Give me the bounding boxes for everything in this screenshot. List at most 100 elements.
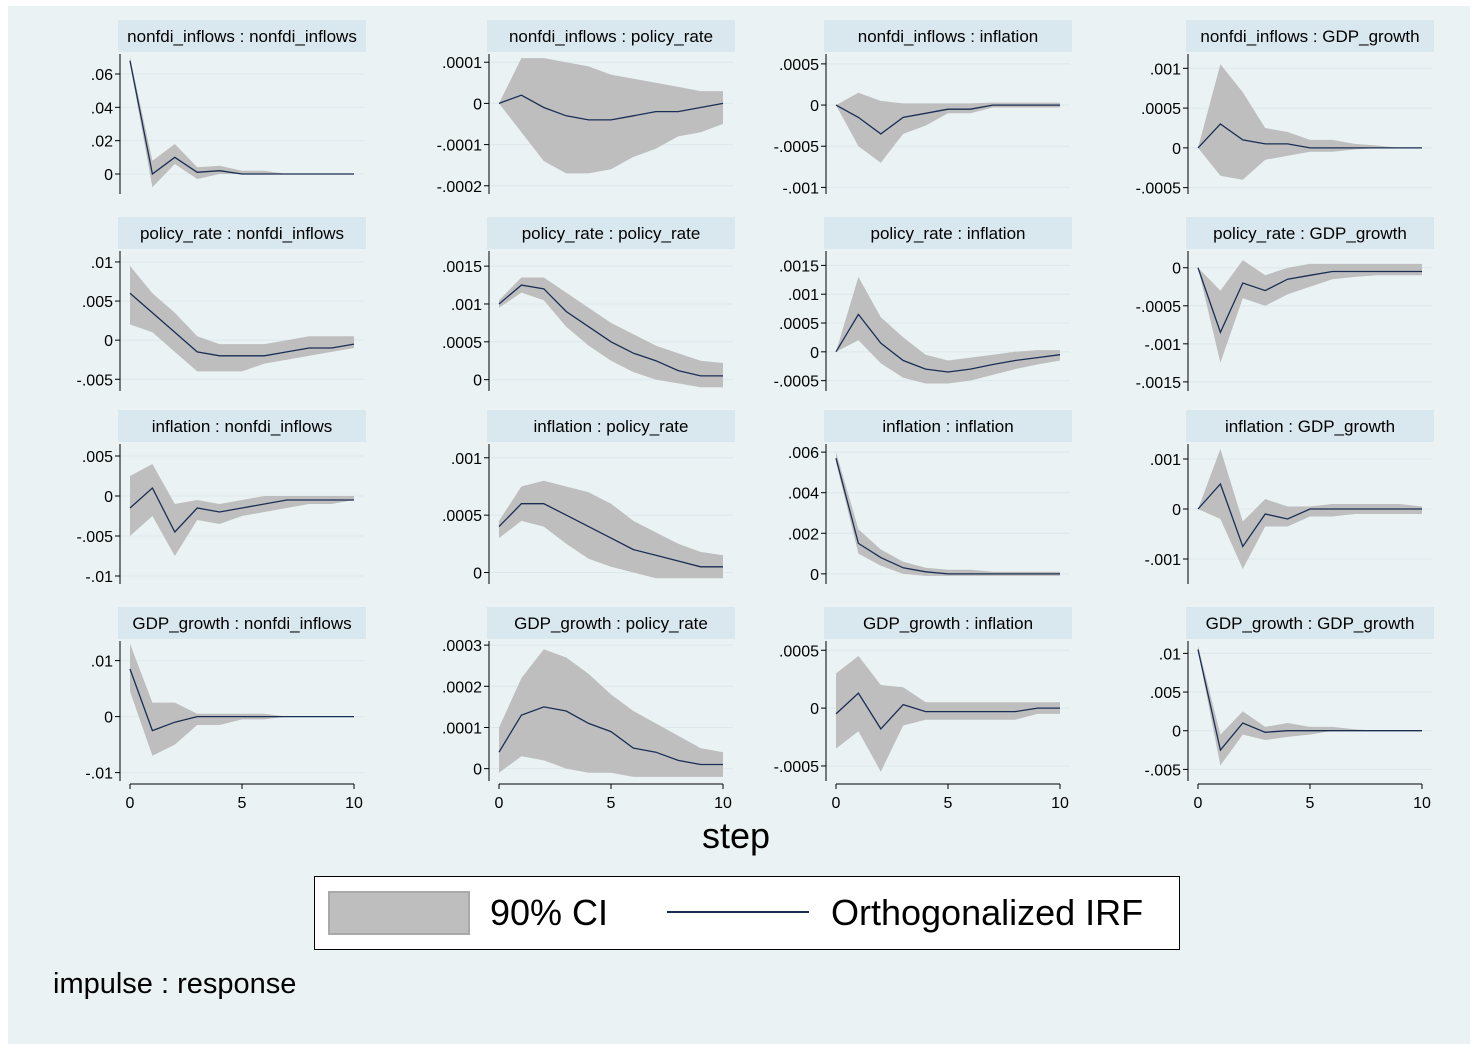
irf-panel: policy_rate : nonfdi_inflows .01 .005 0 -.00… xyxy=(77,217,366,391)
ci-band xyxy=(499,58,723,174)
ci-band xyxy=(1198,645,1422,766)
y-tick-label: -.0005 xyxy=(774,139,819,156)
irf-panel: policy_rate : GDP_growth 0 -.0005 -.001 -.00… xyxy=(1136,217,1434,392)
panel-title-strip xyxy=(118,20,366,52)
ci-band xyxy=(499,480,723,579)
irf-line xyxy=(1197,482,1422,548)
panel-title-strip xyxy=(824,607,1072,639)
y-tick-label: .06 xyxy=(91,67,113,84)
y-tick-label: -.01 xyxy=(85,766,113,783)
y-tick-label: .0002 xyxy=(442,679,482,696)
irf-line xyxy=(1197,649,1422,752)
y-tick-label: 0 xyxy=(473,566,482,583)
irf-line xyxy=(498,706,723,766)
irf-line xyxy=(129,292,355,357)
y-tick-label: -.0005 xyxy=(1136,299,1181,316)
y-tick-label: .0001 xyxy=(442,55,482,72)
y-tick-label: .04 xyxy=(91,100,113,117)
y-tick-label: .0005 xyxy=(779,316,819,333)
panel-title: policy_rate : inflation xyxy=(871,224,1026,243)
irf-panel: nonfdi_inflows : inflation .0005 0 -.0005 -.… xyxy=(774,20,1072,197)
panel-title-strip xyxy=(1186,410,1434,442)
y-tick-label: .001 xyxy=(1150,61,1181,78)
y-tick-label: .01 xyxy=(91,255,113,272)
y-tick-label: -.001 xyxy=(1145,337,1182,354)
y-tick-label: -.0005 xyxy=(774,374,819,391)
panel-title: inflation : GDP_growth xyxy=(1225,417,1395,436)
y-tick-label: 0 xyxy=(1172,724,1181,741)
y-tick-label: -.001 xyxy=(1145,552,1182,569)
y-tick-label: .005 xyxy=(1150,685,1181,702)
legend-ci-label: 90% CI xyxy=(490,892,609,933)
irf-line xyxy=(835,692,1060,730)
y-tick-label: -.0002 xyxy=(437,179,482,196)
irf-panel: GDP_growth : GDP_growth .01 .005 0 -.005 0 5 10 xyxy=(1145,607,1434,812)
irf-panel: GDP_growth : inflation .0005 0 -.0005 0 5 10 xyxy=(774,607,1072,812)
y-tick-label: .02 xyxy=(91,134,113,151)
y-tick-label: 0 xyxy=(473,762,482,779)
panel-title: nonfdi_inflows : nonfdi_inflows xyxy=(127,27,357,46)
y-tick-label: .0001 xyxy=(442,720,482,737)
irf-line xyxy=(129,486,354,534)
irf-line xyxy=(129,60,354,176)
y-tick-label: .0015 xyxy=(442,259,482,276)
y-tick-label: 0 xyxy=(104,167,113,184)
y-tick-label: -.005 xyxy=(1145,762,1182,779)
panel-title: inflation : inflation xyxy=(882,417,1013,436)
panel-title-strip xyxy=(487,20,735,52)
y-tick-label: 0 xyxy=(473,96,482,113)
x-tick-label: 0 xyxy=(832,795,841,812)
y-tick-label: 0 xyxy=(1172,141,1181,158)
y-tick-label: .0015 xyxy=(779,258,819,275)
y-tick-label: .005 xyxy=(82,449,113,466)
irf-panel: policy_rate : policy_rate .0015 .001 .0005 0 xyxy=(442,217,735,391)
y-tick-label: -.0005 xyxy=(1136,181,1181,198)
y-tick-label: .0005 xyxy=(779,643,819,660)
irf-panel: inflation : GDP_growth .001 0 -.001 xyxy=(1145,410,1434,584)
ci-band xyxy=(836,276,1060,384)
x-tick-label: 0 xyxy=(1194,795,1203,812)
y-tick-label: 0 xyxy=(1172,261,1181,278)
panel-title: inflation : nonfdi_inflows xyxy=(152,417,333,436)
y-tick-label: 0 xyxy=(810,98,819,115)
ci-band xyxy=(130,464,354,556)
ci-band xyxy=(1198,64,1422,180)
y-tick-label: .002 xyxy=(788,526,819,543)
x-tick-label: 10 xyxy=(1051,795,1069,812)
y-tick-label: .01 xyxy=(91,654,113,671)
y-tick-label: 0 xyxy=(810,345,819,362)
y-tick-label: -.01 xyxy=(85,569,113,586)
panel-title-strip xyxy=(487,217,735,249)
panel-title: GDP_growth : inflation xyxy=(863,614,1033,633)
panel-title-strip xyxy=(118,217,366,249)
panel-title-strip xyxy=(1186,217,1434,249)
legend-irf-label: Orthogonalized IRF xyxy=(831,892,1144,933)
legend: 90% CI Orthogonalized IRF xyxy=(314,876,1180,950)
y-tick-label: -.005 xyxy=(77,529,114,546)
y-tick-label: .0005 xyxy=(442,508,482,525)
x-tick-label: 10 xyxy=(1413,795,1431,812)
y-tick-label: 0 xyxy=(473,373,482,390)
y-tick-label: 0 xyxy=(810,567,819,584)
y-tick-label: .001 xyxy=(788,287,819,304)
x-tick-label: 10 xyxy=(345,795,363,812)
irf-line xyxy=(498,94,724,121)
x-tick-label: 5 xyxy=(944,795,953,812)
y-tick-label: 0 xyxy=(1172,502,1181,519)
irf-panel: nonfdi_inflows : GDP_growth .001 .0005 0 -.0… xyxy=(1136,20,1434,198)
x-tick-label: 10 xyxy=(714,795,732,812)
panel-title: inflation : policy_rate xyxy=(534,417,689,436)
panel-title-strip xyxy=(824,20,1072,52)
y-tick-label: -.0001 xyxy=(437,138,482,155)
panel-title: GDP_growth : policy_rate xyxy=(514,614,708,633)
irf-line xyxy=(835,104,1060,135)
x-axis-label: step xyxy=(701,815,771,856)
y-tick-label: .005 xyxy=(82,294,113,311)
legend-irf-line xyxy=(667,911,809,913)
panel-title-strip xyxy=(487,410,735,442)
irf-panel: inflation : nonfdi_inflows .005 0 -.005 -.01 xyxy=(77,410,366,586)
legend-ci-swatch xyxy=(328,891,470,935)
y-tick-label: .0005 xyxy=(1141,101,1181,118)
irf-line xyxy=(1197,267,1422,335)
panel-title: GDP_growth : GDP_growth xyxy=(1206,614,1415,633)
